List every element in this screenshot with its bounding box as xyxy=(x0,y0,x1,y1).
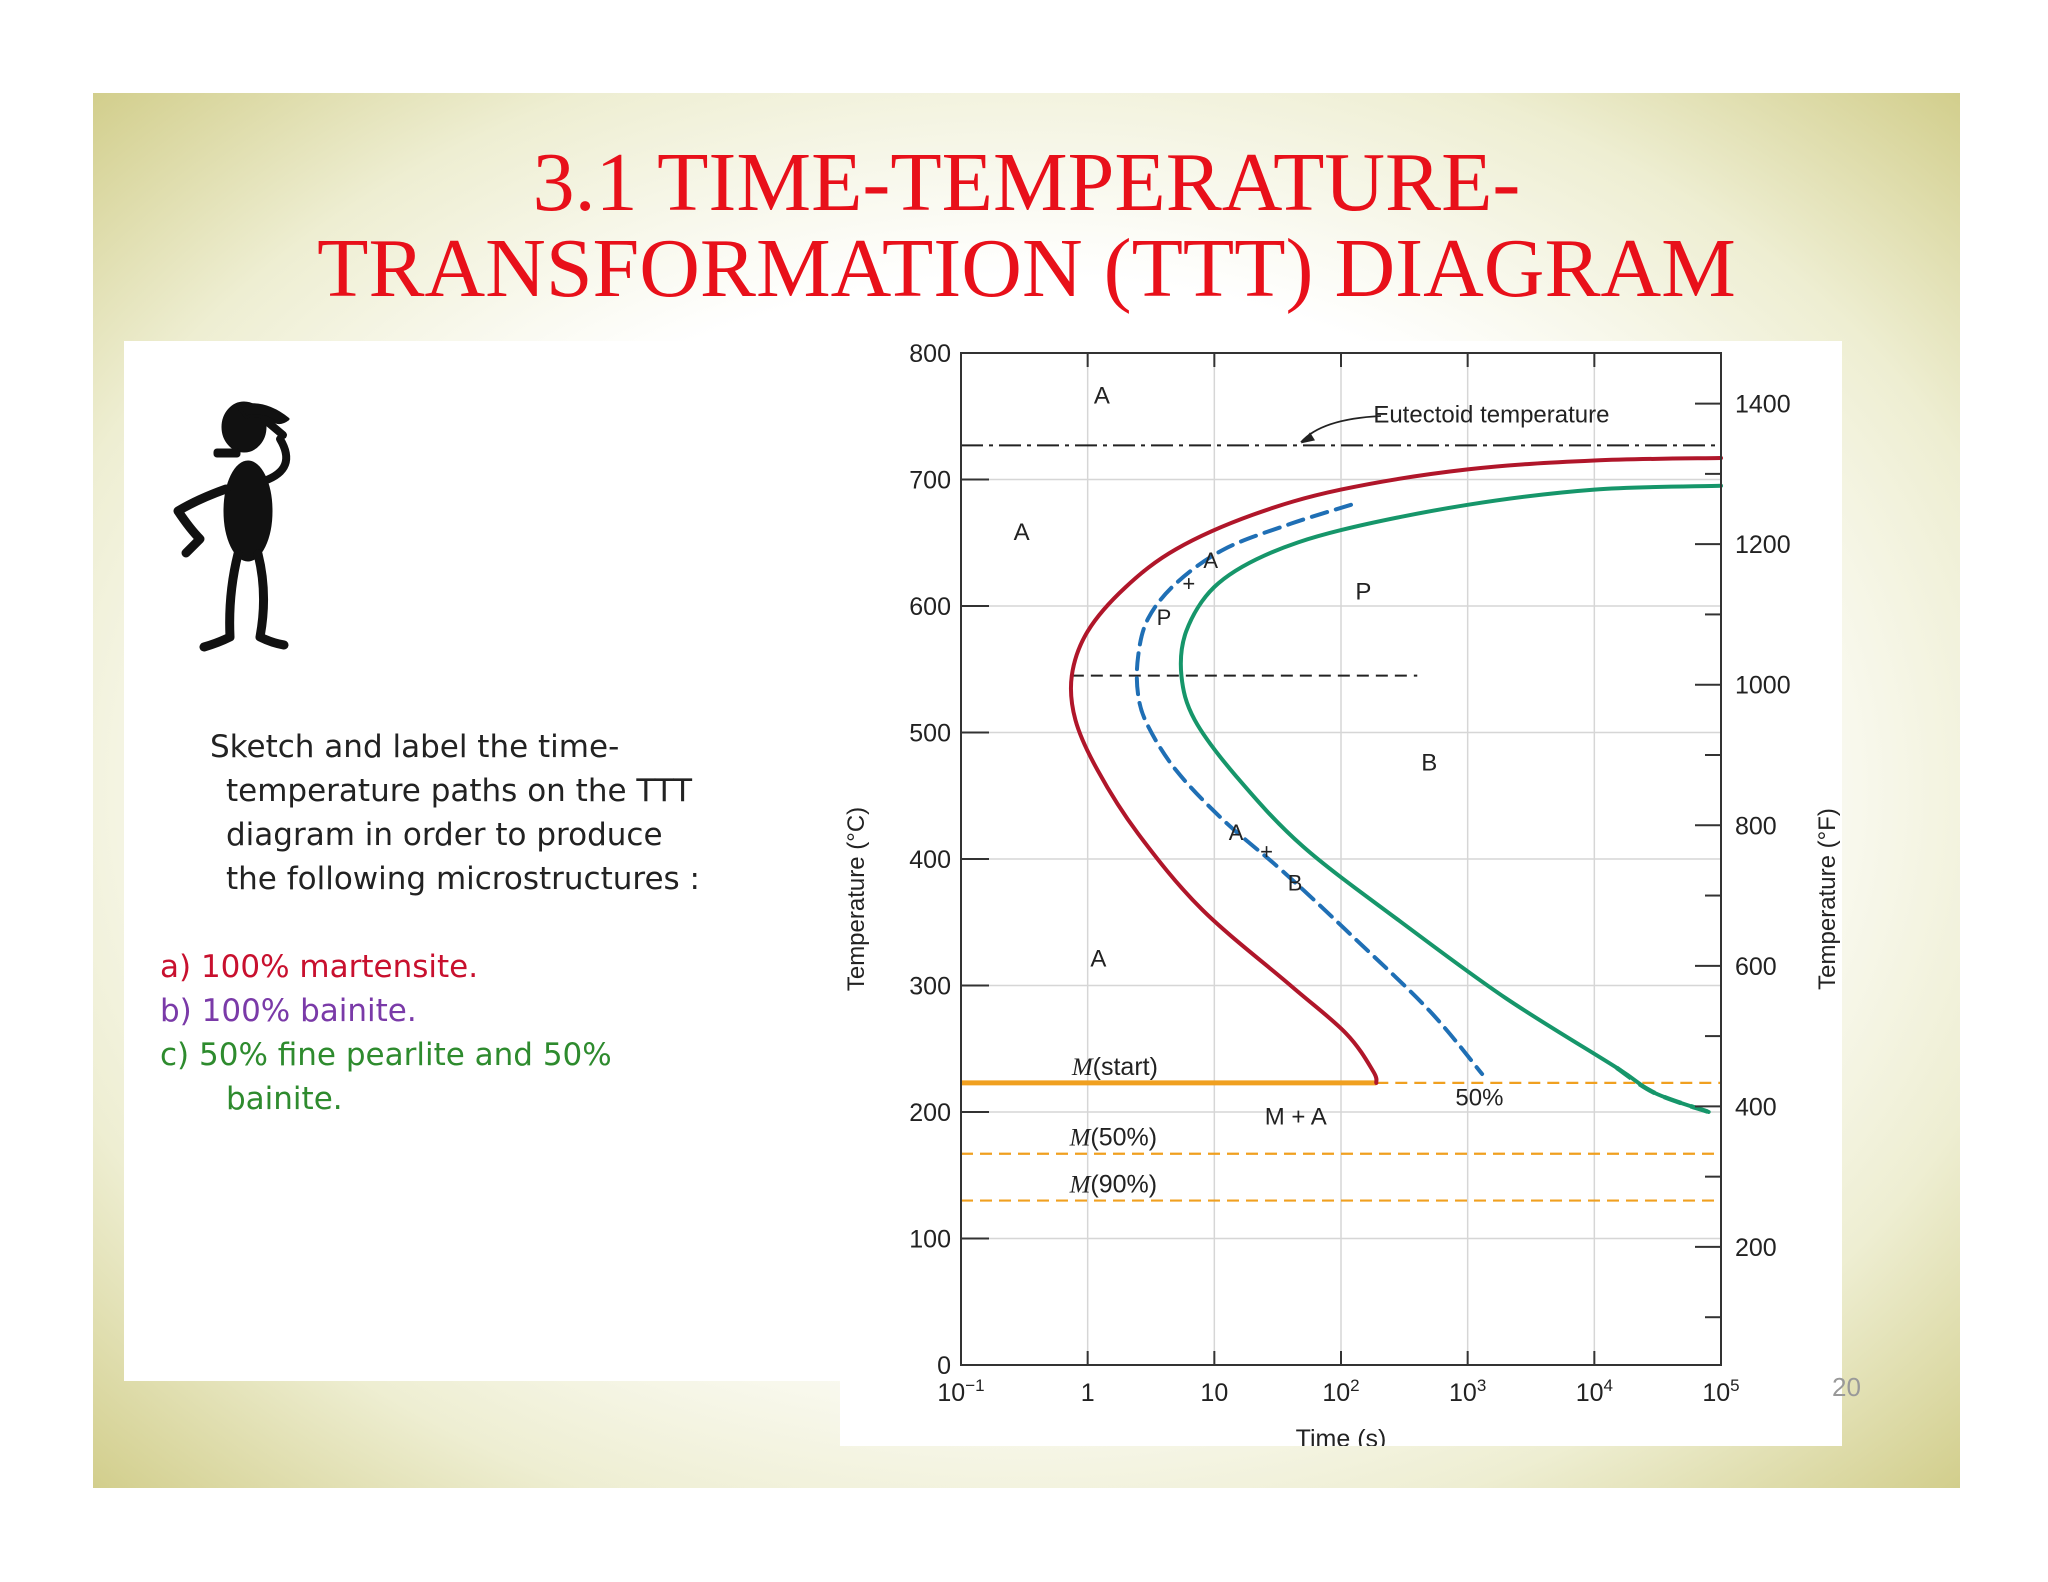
prompt-line-4: the following microstructures : xyxy=(226,861,700,897)
y-right-tick-label: 1400 xyxy=(1735,391,1791,419)
y-tick-label: 600 xyxy=(909,593,951,621)
x-tick-exponent: −1 xyxy=(965,1376,984,1395)
finish-curve-tail xyxy=(1615,1065,1710,1115)
x-tick-exponent: 5 xyxy=(1730,1376,1739,1395)
y-axis-label-right: Temperature (°F) xyxy=(1814,808,1841,990)
m-plus-a-label: M + A xyxy=(1265,1104,1327,1131)
y-axis-label: Temperature (°C) xyxy=(843,807,870,991)
mix-a-upper: A xyxy=(1203,548,1218,573)
x-tick-exponent: 4 xyxy=(1604,1376,1613,1395)
y-right-tick-label: 800 xyxy=(1735,812,1777,840)
x-tick-base: 10 xyxy=(937,1379,965,1407)
y-tick-label: 100 xyxy=(909,1226,951,1254)
m-start-suffix: (start) xyxy=(1093,1053,1158,1081)
y-tick-label: 800 xyxy=(909,341,951,368)
thinking-figure-icon xyxy=(173,401,291,652)
reference-lines xyxy=(961,415,1721,1202)
ttt-diagram-chart: 10−1 1 10 102 103 104 105010020030040050060070… xyxy=(843,341,1841,1446)
y-right-tick-label: 1000 xyxy=(1735,672,1791,700)
m50-label: M(50%) xyxy=(1069,1124,1158,1152)
prompt-line-3: diagram in order to produce xyxy=(226,817,663,853)
x-tick-base: 10 xyxy=(1576,1379,1604,1407)
fifty-percent-curve xyxy=(1134,502,1485,1076)
m-start-label: M(start) xyxy=(1071,1053,1158,1081)
prompt-line-1: Sketch and label the time- xyxy=(210,729,620,765)
x-tick-exponent: 2 xyxy=(1350,1376,1359,1395)
y-tick-label: 0 xyxy=(937,1352,951,1380)
start-curve xyxy=(1068,456,1723,1085)
mix-b: B xyxy=(1288,871,1303,896)
x-tick-base: 10 xyxy=(1702,1379,1730,1407)
x-tick-label: 1 xyxy=(1081,1379,1095,1407)
x-tick-label: 103 xyxy=(1449,1376,1486,1407)
region-a-low: A xyxy=(1090,946,1106,973)
y-tick-label: 700 xyxy=(909,467,951,495)
y-tick-label: 300 xyxy=(909,973,951,1001)
title-line-2: TRANSFORMATION (TTT) DIAGRAM xyxy=(317,222,1736,315)
chart-labels: Time (s) Temperature (°C) Temperature (°… xyxy=(843,383,1841,1446)
m90-suffix: (90%) xyxy=(1090,1171,1157,1199)
x-axis-label: Time (s) xyxy=(1296,1425,1387,1446)
axis-ticks: 10−1 1 10 102 103 104 105010020030040050060070… xyxy=(909,341,1790,1407)
x-tick-base: 1 xyxy=(1081,1379,1095,1407)
mix-plus-upper: + xyxy=(1182,571,1195,596)
y-right-tick-label: 200 xyxy=(1735,1234,1777,1262)
m90-italic: M xyxy=(1069,1172,1092,1199)
x-tick-base: 10 xyxy=(1200,1379,1228,1407)
prompt-line-2: temperature paths on the TTT xyxy=(226,773,693,809)
y-right-tick-label: 1200 xyxy=(1735,531,1791,559)
region-a-left: A xyxy=(1014,519,1030,546)
y-right-tick-label: 400 xyxy=(1735,1093,1777,1121)
grid xyxy=(960,352,1722,1366)
title-line-1: 3.1 TIME-TEMPERATURE- xyxy=(532,136,1521,229)
region-p: P xyxy=(1355,579,1371,606)
mix-plus-lower: + xyxy=(1260,839,1273,864)
finish-curve xyxy=(1178,483,1723,1114)
mix-p: P xyxy=(1157,605,1172,630)
x-tick-exponent: 3 xyxy=(1477,1376,1486,1395)
mix-a-lower: A xyxy=(1229,820,1244,845)
answer-b: b) 100% bainite. xyxy=(160,993,417,1029)
slide-title: 3.1 TIME-TEMPERATURE- TRANSFORMATION (TT… xyxy=(93,140,1960,312)
answer-c-continued: bainite. xyxy=(226,1081,343,1117)
answer-c: c) 50% fine pearlite and 50% xyxy=(160,1037,612,1073)
answer-list: a) 100% martensite. b) 100% bainite. c) … xyxy=(160,945,800,1121)
region-a-top: A xyxy=(1094,383,1110,410)
x-tick-label: 10−1 xyxy=(937,1376,984,1407)
x-tick-label: 102 xyxy=(1322,1376,1359,1407)
x-tick-label: 104 xyxy=(1576,1376,1613,1407)
m-start-italic: M xyxy=(1071,1054,1094,1081)
page-number: 20 xyxy=(1832,1372,1861,1402)
y-tick-label: 500 xyxy=(909,720,951,748)
answer-a: a) 100% martensite. xyxy=(160,949,479,985)
y-tick-label: 400 xyxy=(909,846,951,874)
m90-label: M(90%) xyxy=(1069,1171,1158,1199)
eutectoid-arrow xyxy=(1300,415,1382,443)
fifty-percent-label: 50% xyxy=(1455,1085,1503,1112)
x-tick-base: 10 xyxy=(1449,1379,1477,1407)
region-b: B xyxy=(1421,749,1437,776)
x-tick-label: 10 xyxy=(1200,1379,1228,1407)
x-tick-base: 10 xyxy=(1322,1379,1350,1407)
transformation-curves xyxy=(1068,456,1723,1115)
question-prompt: Sketch and label the time- temperature p… xyxy=(210,725,810,901)
m50-italic: M xyxy=(1069,1125,1092,1152)
eutectoid-arrowhead xyxy=(1301,432,1315,444)
eutectoid-label: Eutectoid temperature xyxy=(1373,402,1609,429)
m50-suffix: (50%) xyxy=(1090,1124,1157,1152)
y-tick-label: 200 xyxy=(909,1099,951,1127)
y-right-tick-label: 600 xyxy=(1735,953,1777,981)
x-tick-label: 105 xyxy=(1702,1376,1739,1407)
